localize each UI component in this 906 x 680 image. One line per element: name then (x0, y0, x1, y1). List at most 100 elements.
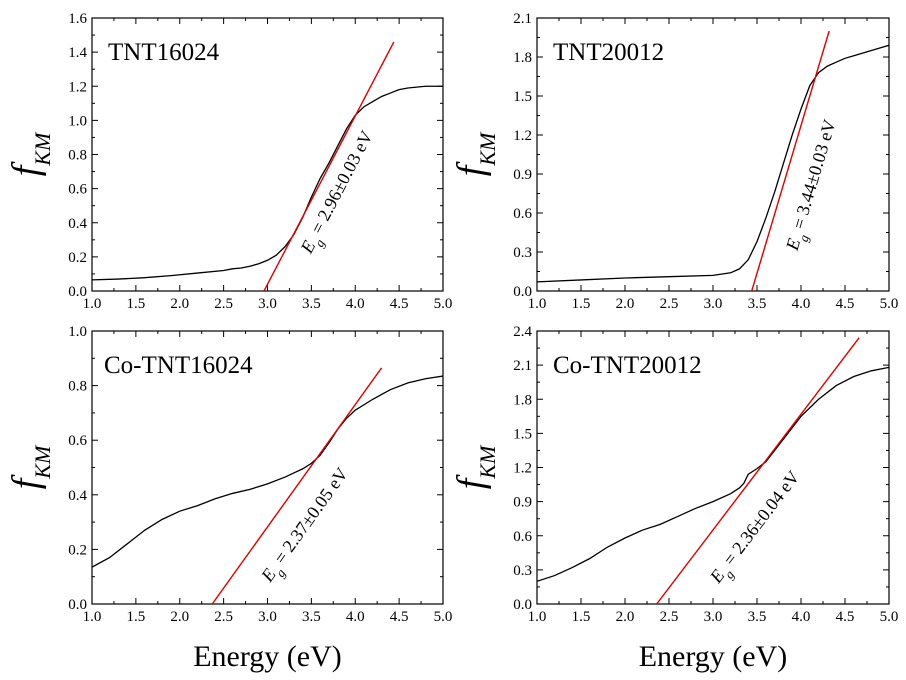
y-tick-label: 0.9 (513, 167, 532, 183)
x-tick-label: 4.5 (836, 296, 855, 312)
x-tick-label: 1.5 (572, 296, 591, 312)
y-tick-label: 0.6 (513, 206, 532, 222)
panel-title: Co-TNT16024 (104, 352, 253, 379)
y-tick-label: 1.5 (513, 426, 532, 442)
x-tick-label: 1.5 (127, 296, 146, 312)
x-tick-label: 4.5 (390, 609, 409, 625)
data-series-line (537, 44, 889, 283)
y-tick-label: 0.2 (68, 250, 87, 266)
y-tick-label: 0.3 (513, 245, 532, 261)
band-gap-subscript: g (796, 233, 812, 244)
x-tick-label: 2.5 (660, 609, 679, 625)
x-tick-label: 2.5 (660, 296, 679, 312)
y-axis-label: fKM (450, 131, 500, 176)
band-gap-value: = 2.36±0.04 eV (716, 467, 803, 573)
x-tick-label: 2.5 (214, 296, 233, 312)
x-tick-label: 4.5 (390, 296, 409, 312)
x-tick-label: 5.0 (434, 296, 453, 312)
x-tick-label: 3.0 (704, 609, 723, 625)
x-tick-label: 1.0 (528, 609, 547, 625)
y-axis-label-subscript: KM (30, 444, 55, 480)
panel-title: TNT20012 (553, 39, 664, 66)
x-tick-label: 2.0 (170, 609, 189, 625)
y-axis-label: fKM (5, 444, 55, 489)
x-axis-label: Energy (eV) (193, 640, 342, 673)
x-tick-label: 3.5 (302, 609, 321, 625)
data-series-line (537, 366, 889, 582)
y-axis-label-subscript: KM (30, 131, 55, 167)
y-tick-label: 0.4 (68, 216, 87, 232)
y-tick-label: 0.2 (68, 542, 87, 558)
chart-panel-2: 1.0 1.5 2.0 2.5 3.0 3.5 4.0 4.5 5.0 0.0 0.3 0.6 0.9 1… (450, 11, 898, 312)
y-axis-label: fKM (450, 444, 500, 489)
linear-fit-line (656, 337, 860, 604)
y-tick-label: 0.6 (513, 529, 532, 545)
x-tick-label: 4.5 (836, 609, 855, 625)
y-tick-label: 0.0 (513, 284, 532, 300)
y-tick-label: 0.0 (513, 597, 532, 613)
x-tick-label: 4.0 (792, 609, 811, 625)
y-tick-label: 2.1 (513, 358, 532, 374)
x-tick-label: 4.0 (792, 296, 811, 312)
y-tick-label: 1.8 (513, 392, 532, 408)
y-tick-label: 0.0 (68, 597, 87, 613)
x-tick-label: 3.5 (748, 609, 767, 625)
y-tick-label: 1.5 (513, 89, 532, 105)
x-tick-label: 4.0 (346, 296, 365, 312)
x-tick-label: 3.0 (704, 296, 723, 312)
x-tick-label: 2.0 (616, 609, 635, 625)
x-tick-label: 3.5 (302, 296, 321, 312)
y-tick-label: 0.6 (68, 182, 87, 198)
data-series-line (92, 375, 443, 568)
x-tick-label: 2.0 (170, 296, 189, 312)
x-tick-label: 5.0 (880, 296, 899, 312)
x-tick-label: 1.0 (83, 609, 102, 625)
x-tick-label: 1.0 (83, 296, 102, 312)
x-axis-label: Energy (eV) (639, 640, 788, 673)
band-gap-value: = 2.37±0.05 eV (267, 464, 352, 571)
y-tick-label: 1.0 (68, 113, 87, 129)
y-axis-label: fKM (5, 131, 55, 176)
x-tick-label: 2.0 (616, 296, 635, 312)
data-series-line (92, 85, 443, 281)
x-tick-label: 2.5 (214, 609, 233, 625)
chart-panel-4: 1.0 1.5 2.0 2.5 3.0 3.5 4.0 4.5 5.0 0.0 0.3 0.6 0.9 1… (450, 324, 898, 673)
x-tick-label: 1.5 (572, 609, 591, 625)
linear-fit-line (751, 30, 830, 291)
x-tick-label: 5.0 (880, 609, 899, 625)
y-tick-label: 1.6 (68, 11, 87, 27)
x-tick-label: 4.0 (346, 609, 365, 625)
x-tick-label: 3.5 (748, 296, 767, 312)
chart-panel-1: 1.0 1.5 2.0 2.5 3.0 3.5 4.0 4.5 5.0 0.0 0.2 0.4 0.6 0… (5, 11, 452, 312)
y-tick-label: 0.0 (68, 284, 87, 300)
y-tick-label: 0.9 (513, 495, 532, 511)
y-tick-label: 1.4 (68, 45, 87, 61)
y-tick-label: 1.2 (513, 461, 532, 477)
y-tick-label: 1.2 (513, 128, 532, 144)
chart-panel-3: 1.0 1.5 2.0 2.5 3.0 3.5 4.0 4.5 5.0 0.0 0.2 0.4 0.6 0… (5, 324, 452, 673)
y-tick-label: 2.1 (513, 11, 532, 27)
y-tick-label: 0.8 (68, 379, 87, 395)
y-tick-label: 0.3 (513, 563, 532, 579)
linear-fit-line (263, 41, 395, 291)
y-axis-label-subscript: KM (475, 131, 500, 167)
y-axis-label-subscript: KM (475, 444, 500, 480)
x-tick-label: 3.0 (258, 296, 277, 312)
x-tick-label: 1.0 (528, 296, 547, 312)
y-tick-label: 0.4 (68, 488, 87, 504)
x-tick-label: 3.0 (258, 609, 277, 625)
y-tick-label: 1.0 (68, 324, 87, 340)
y-tick-label: 1.2 (68, 79, 87, 95)
panel-title: Co-TNT20012 (553, 352, 702, 379)
band-gap-symbol: E (782, 236, 805, 253)
x-tick-label: 1.5 (127, 609, 146, 625)
band-gap-value: = 3.44±0.03 eV (787, 117, 840, 235)
y-tick-label: 0.8 (68, 148, 87, 164)
y-tick-label: 0.6 (68, 433, 87, 449)
y-tick-label: 2.4 (513, 324, 532, 340)
linear-fit-line (211, 367, 383, 604)
band-gap-annotation: Eg = 2.36±0.04 eV (705, 467, 808, 591)
y-tick-label: 1.8 (513, 50, 532, 66)
x-tick-label: 5.0 (434, 609, 453, 625)
